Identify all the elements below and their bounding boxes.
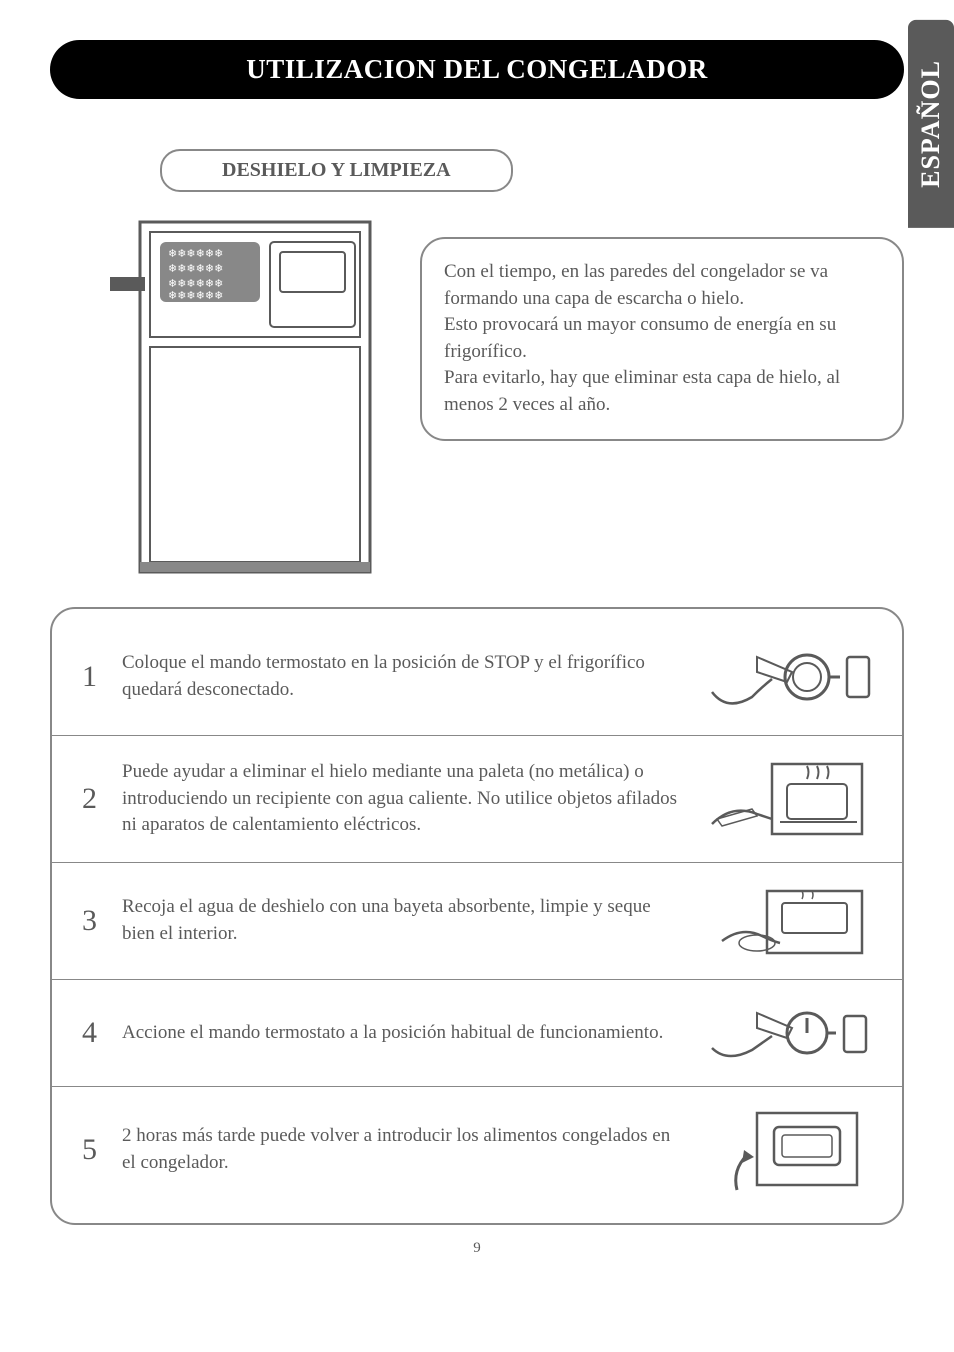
step-number: 4 <box>82 1016 122 1050</box>
language-tab: ESPAÑOL <box>908 20 954 228</box>
steps-container: 1 Coloque el mando termostato en la posi… <box>50 607 904 1225</box>
step-row: 1 Coloque el mando termostato en la posi… <box>52 619 902 736</box>
fridge-illustration: ❄❄❄❄❄❄ ❄❄❄❄❄❄ ❄❄❄❄❄❄ ❄❄❄❄❄❄ <box>50 217 390 577</box>
step-number: 3 <box>82 904 122 938</box>
step-number: 2 <box>82 782 122 816</box>
step-number: 5 <box>82 1133 122 1167</box>
svg-text:❄❄❄❄❄❄: ❄❄❄❄❄❄ <box>168 290 223 302</box>
step-row: 4 Accione el mando termostato a la posic… <box>52 980 902 1087</box>
step-row: 2 Puede ayudar a eliminar el hielo media… <box>52 736 902 863</box>
step-text: Puede ayudar a eliminar el hielo mediant… <box>122 759 702 839</box>
step-number: 1 <box>82 660 122 694</box>
step-row: 5 2 horas más tarde puede volver a intro… <box>52 1087 902 1213</box>
svg-text:❄❄❄❄❄❄: ❄❄❄❄❄❄ <box>168 278 223 290</box>
info-paragraph-1: Con el tiempo, en las paredes del congel… <box>444 259 880 312</box>
svg-text:❄❄❄❄❄❄: ❄❄❄❄❄❄ <box>168 248 223 260</box>
info-paragraph-2: Esto provocará un mayor consumo de energ… <box>444 312 880 365</box>
info-box: Con el tiempo, en las paredes del congel… <box>420 237 904 441</box>
info-paragraph-3: Para evitarlo, hay que eliminar esta cap… <box>444 365 880 418</box>
main-title-banner: UTILIZACION DEL CONGELADOR <box>50 40 904 99</box>
step-text: Accione el mando termostato a la posició… <box>122 1020 702 1047</box>
step-text: 2 horas más tarde puede volver a introdu… <box>122 1123 702 1176</box>
step-text: Coloque el mando termostato en la posici… <box>122 650 702 703</box>
step-text: Recoja el agua de deshielo con una bayet… <box>122 894 702 947</box>
thermostat-stop-icon <box>702 637 872 717</box>
page-number: 9 <box>50 1240 904 1257</box>
thermostat-on-icon <box>702 998 872 1068</box>
subtitle-banner: DESHIELO Y LIMPIEZA <box>160 149 513 192</box>
hot-water-container-icon <box>702 754 872 844</box>
reinsert-food-icon <box>702 1105 872 1195</box>
wipe-dry-icon <box>702 881 872 961</box>
step-row: 3 Recoja el agua de deshielo con una bay… <box>52 863 902 980</box>
top-section: ❄❄❄❄❄❄ ❄❄❄❄❄❄ ❄❄❄❄❄❄ ❄❄❄❄❄❄ Con el tiemp… <box>50 217 904 577</box>
svg-text:❄❄❄❄❄❄: ❄❄❄❄❄❄ <box>168 263 223 275</box>
